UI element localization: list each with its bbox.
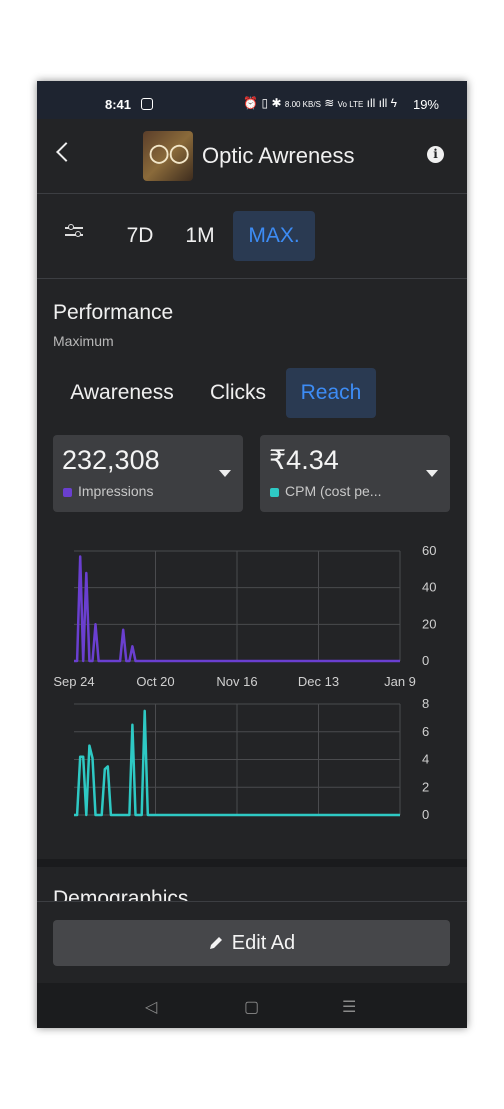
- sliders-icon[interactable]: [65, 224, 83, 238]
- status-bar: 8:41 19% ⏰ ▯ ✱ 8.00 KB/S ≋ Vo LTE ıll ıl…: [37, 81, 467, 119]
- y-tick-label: 0: [422, 653, 429, 668]
- action-panel: Edit Ad: [37, 901, 467, 984]
- section-title: Performance: [53, 301, 173, 325]
- y-tick-label: 40: [422, 580, 436, 595]
- app-header: ◯◯ Optic Awreness i: [37, 119, 467, 193]
- metric-value: ₹4.34: [269, 445, 339, 476]
- metric-value: 232,308: [62, 445, 160, 476]
- edit-ad-label: Edit Ad: [232, 932, 295, 955]
- status-time: 8:41: [105, 97, 131, 112]
- impressions-chart-svg: 0 20 40 60 Sep 24 Oct 20 Nov 16 Dec 13 Jan 9: [37, 536, 467, 696]
- y-tick-label: 0: [422, 807, 429, 822]
- y-tick-label: 6: [422, 724, 429, 739]
- y-tick-label: 8: [422, 698, 429, 711]
- eyeglasses-logo: ◯◯: [143, 131, 193, 181]
- glasses-icon: ◯◯: [149, 145, 187, 161]
- nav-home-icon[interactable]: ▢: [244, 997, 259, 1017]
- legend-swatch: [270, 488, 279, 497]
- tab-awareness[interactable]: Awareness: [65, 368, 179, 418]
- cpm-chart: 0 2 4 6 8: [37, 698, 467, 828]
- date-range-bar: 7D 1M MAX.: [37, 194, 467, 278]
- range-max-button[interactable]: MAX.: [233, 211, 315, 261]
- info-icon[interactable]: i: [427, 146, 444, 163]
- y-tick-label: 4: [422, 752, 429, 767]
- x-tick-label: Dec 13: [298, 674, 339, 689]
- y-tick-label: 20: [422, 616, 436, 631]
- cpm-chart-svg: 0 2 4 6 8: [37, 698, 467, 828]
- chevron-down-icon: [219, 470, 231, 477]
- y-tick-label: 60: [422, 543, 436, 558]
- y-tick-label: 2: [422, 779, 429, 794]
- range-1m-button[interactable]: 1M: [177, 211, 223, 261]
- nav-recents-icon[interactable]: ☰: [342, 997, 356, 1017]
- edit-ad-button[interactable]: Edit Ad: [53, 920, 450, 966]
- ad-title: Optic Awreness: [202, 143, 354, 169]
- tab-clicks[interactable]: Clicks: [205, 368, 271, 418]
- tab-reach[interactable]: Reach: [286, 368, 376, 418]
- metric-label: CPM (cost pe...: [285, 483, 381, 499]
- section-subtitle: Maximum: [53, 333, 114, 349]
- x-tick-label: Jan 9: [384, 674, 416, 689]
- x-tick-label: Nov 16: [216, 674, 257, 689]
- legend-swatch: [63, 488, 72, 497]
- x-tick-label: Oct 20: [136, 674, 174, 689]
- cpm-selector[interactable]: ₹4.34 CPM (cost pe...: [260, 435, 450, 512]
- metric-label: Impressions: [78, 483, 153, 499]
- system-nav-bar: ◁ ▢ ☰: [37, 983, 467, 1028]
- divider: [37, 278, 467, 279]
- impressions-chart: 0 20 40 60 Sep 24 Oct 20 Nov 16 Dec 13 Jan 9: [37, 536, 467, 696]
- battery-level: 19%: [413, 97, 439, 112]
- chevron-down-icon: [426, 470, 438, 477]
- pencil-icon: [208, 935, 224, 951]
- section-separator: [37, 859, 467, 867]
- instagram-notification-icon: [141, 98, 153, 110]
- impressions-selector[interactable]: 232,308 Impressions: [53, 435, 243, 512]
- phone-screen: 8:41 19% ⏰ ▯ ✱ 8.00 KB/S ≋ Vo LTE ıll ıl…: [37, 81, 467, 1028]
- status-icons: ⏰ ▯ ✱ 8.00 KB/S ≋ Vo LTE ıll ıll ϟ: [243, 96, 397, 110]
- nav-back-icon[interactable]: ◁: [145, 997, 157, 1017]
- back-arrow-icon[interactable]: [56, 142, 76, 162]
- range-7d-button[interactable]: 7D: [117, 211, 163, 261]
- x-tick-label: Sep 24: [53, 674, 94, 689]
